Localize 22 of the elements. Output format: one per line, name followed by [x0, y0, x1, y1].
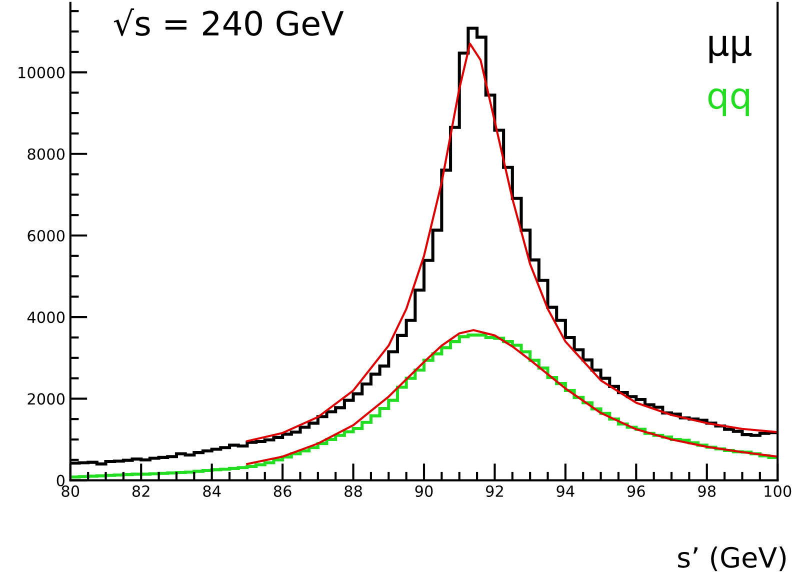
- x-tick-label: 92: [486, 485, 503, 497]
- y-tick-label: 2000: [28, 393, 65, 405]
- x-tick-label: 82: [132, 485, 150, 497]
- x-tick-label: 90: [415, 485, 433, 497]
- x-tick-label: 88: [344, 485, 362, 497]
- text: μμ: [709, 36, 752, 64]
- x-tick-label: 86: [274, 485, 292, 497]
- text: qq: [708, 88, 749, 116]
- y-tick-label: 0: [56, 474, 65, 486]
- x-tick-label: 84: [203, 485, 221, 497]
- x-tick-label: 100: [764, 485, 792, 497]
- x-tick-label: 98: [698, 485, 716, 497]
- y-tick-label: 4000: [27, 312, 65, 324]
- x-tick-label: 80: [62, 485, 80, 497]
- annotation: √s = 240 GeV: [114, 8, 344, 36]
- x-axis-title: s’ (GeV): [678, 546, 786, 572]
- y-tick-label: 8000: [28, 148, 65, 160]
- x-tick-label: 94: [556, 485, 574, 497]
- y-tick-label: 6000: [28, 230, 65, 242]
- x-tick-label: 96: [627, 485, 645, 497]
- line-series: [246, 329, 778, 466]
- y-tick-label: 10000: [18, 66, 65, 78]
